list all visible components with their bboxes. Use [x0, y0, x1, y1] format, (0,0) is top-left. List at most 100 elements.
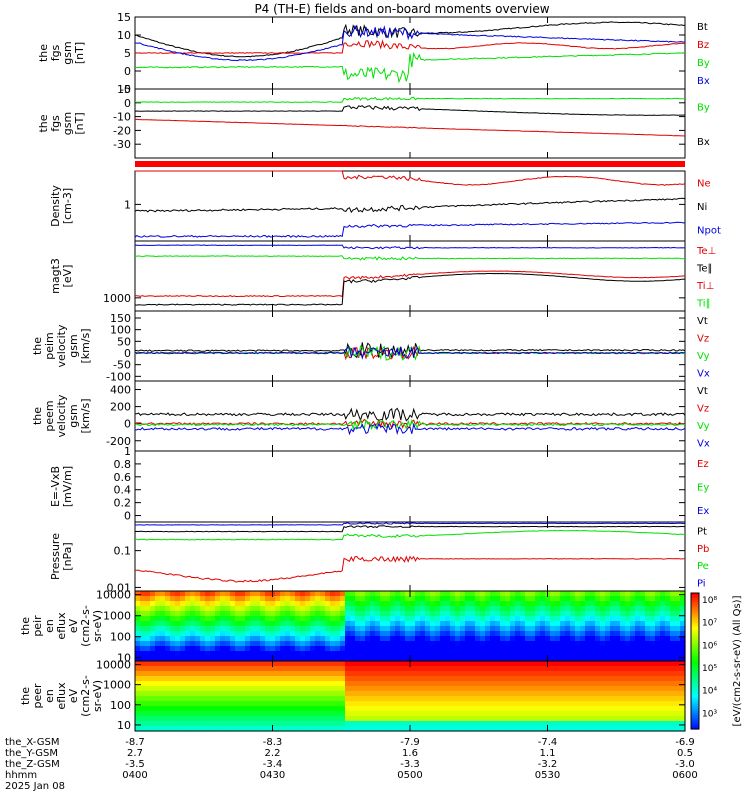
heatmap-cell — [410, 636, 416, 642]
heatmap-cell — [320, 621, 326, 627]
heatmap-cell — [665, 611, 671, 617]
heatmap-cell — [300, 616, 306, 622]
heatmap-cell — [295, 656, 301, 662]
heatmap-cell — [645, 626, 651, 632]
heatmap-cell — [455, 666, 461, 672]
heatmap-cell — [380, 656, 386, 662]
heatmap-cell — [305, 641, 311, 647]
heatmap-cell — [290, 636, 296, 642]
heatmap-cell — [485, 651, 491, 657]
heatmap-cell — [545, 666, 551, 672]
heatmap-cell — [650, 601, 656, 607]
heatmap-cell — [250, 716, 256, 722]
heatmap-cell — [260, 711, 266, 717]
heatmap-cell — [135, 646, 141, 652]
heatmap-cell — [650, 686, 656, 692]
heatmap-cell — [245, 686, 251, 692]
heatmap-cell — [295, 691, 301, 697]
heatmap-cell — [255, 641, 261, 647]
heatmap-cell — [470, 641, 476, 647]
heatmap-cell — [450, 636, 456, 642]
heatmap-cell — [285, 666, 291, 672]
heatmap-cell — [560, 676, 566, 682]
heatmap-cell — [310, 716, 316, 722]
heatmap-cell — [640, 696, 646, 702]
colorbar-cell — [691, 710, 699, 714]
heatmap-cell — [250, 691, 256, 697]
heatmap-cell — [680, 716, 686, 722]
heatmap-cell — [170, 726, 176, 732]
heatmap-cell — [515, 671, 521, 677]
heatmap-cell — [385, 711, 391, 717]
heatmap-cell — [485, 661, 491, 667]
heatmap-cell — [540, 696, 546, 702]
heatmap-cell — [395, 591, 401, 597]
heatmap-cell — [175, 676, 181, 682]
heatmap-cell — [575, 611, 581, 617]
heatmap-cell — [385, 671, 391, 677]
heatmap-cell — [335, 596, 341, 602]
heatmap-cell — [310, 726, 316, 732]
heatmap-cell — [430, 701, 436, 707]
heatmap-cell — [245, 716, 251, 722]
heatmap-cell — [465, 721, 471, 727]
heatmap-cell — [540, 706, 546, 712]
heatmap-cell — [415, 616, 421, 622]
heatmap-cell — [435, 651, 441, 657]
heatmap-cell — [540, 641, 546, 647]
heatmap-cell — [355, 706, 361, 712]
heatmap-cell — [550, 596, 556, 602]
heatmap-cell — [485, 686, 491, 692]
heatmap-cell — [480, 666, 486, 672]
heatmap-cell — [525, 696, 531, 702]
y-label-line: sr-eV) — [91, 610, 104, 642]
heatmap-cell — [395, 726, 401, 732]
series-Tipar — [134, 255, 686, 261]
heatmap-cell — [635, 631, 641, 637]
heatmap-cell — [230, 651, 236, 657]
heatmap-cell — [135, 691, 141, 697]
heatmap-cell — [545, 641, 551, 647]
heatmap-cell — [335, 636, 341, 642]
heatmap-cell — [575, 626, 581, 632]
heatmap-cell — [440, 636, 446, 642]
heatmap-cell — [340, 626, 346, 632]
heatmap-cell — [240, 661, 246, 667]
heatmap-cell — [170, 611, 176, 617]
heatmap-cell — [260, 691, 266, 697]
heatmap-cell — [145, 691, 151, 697]
heatmap-cell — [450, 626, 456, 632]
heatmap-cell — [395, 721, 401, 727]
heatmap-cell — [170, 681, 176, 687]
heatmap-cell — [270, 696, 276, 702]
heatmap-cell — [535, 661, 541, 667]
heatmap-cell — [320, 661, 326, 667]
heatmap-cell — [450, 701, 456, 707]
heatmap-cell — [550, 666, 556, 672]
heatmap-cell — [230, 636, 236, 642]
heatmap-cell — [435, 596, 441, 602]
heatmap-cell — [560, 601, 566, 607]
heatmap-cell — [390, 646, 396, 652]
heatmap-cell — [465, 596, 471, 602]
heatmap-cell — [300, 691, 306, 697]
heatmap-cell — [570, 666, 576, 672]
heatmap-cell — [670, 621, 676, 627]
heatmap-cell — [435, 691, 441, 697]
heatmap-cell — [490, 706, 496, 712]
heatmap-cell — [385, 596, 391, 602]
heatmap-cell — [275, 621, 281, 627]
heatmap-cell — [415, 626, 421, 632]
heatmap-cell — [390, 721, 396, 727]
heatmap-cell — [330, 596, 336, 602]
heatmap-cell — [205, 726, 211, 732]
y-label-line: velocity — [55, 394, 68, 437]
heatmap-cell — [670, 716, 676, 722]
y-label-line: eflux — [55, 682, 68, 710]
heatmap-cell — [385, 721, 391, 727]
heatmap-cell — [390, 681, 396, 687]
heatmap-cell — [525, 606, 531, 612]
heatmap-cell — [585, 606, 591, 612]
heatmap-cell — [300, 671, 306, 677]
